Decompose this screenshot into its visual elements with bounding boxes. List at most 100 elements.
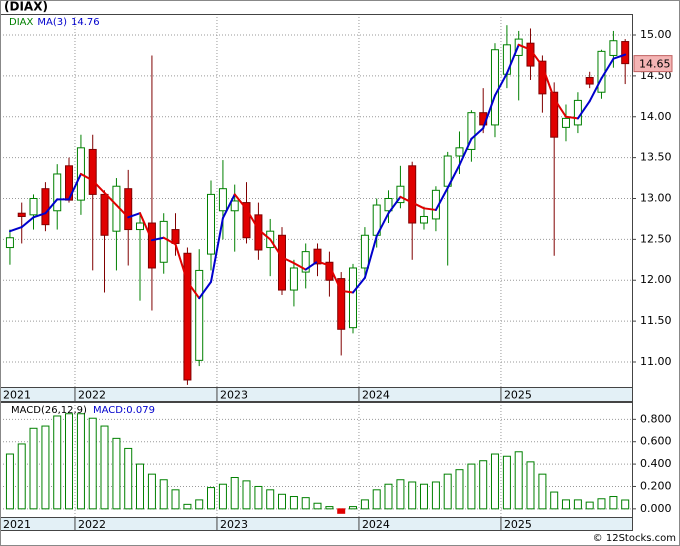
x-tick-label: 2024	[362, 389, 390, 402]
candle-body	[206, 193, 215, 255]
macd-bar	[230, 477, 239, 510]
ma-segment	[434, 186, 449, 211]
macd-bar	[573, 499, 582, 510]
candle-body	[609, 40, 618, 56]
ma-segment	[221, 193, 236, 220]
ma-segment	[209, 217, 224, 283]
macd-bar	[443, 473, 452, 510]
macd-bar	[5, 453, 14, 510]
ma-segment	[269, 238, 283, 259]
ma-segment	[470, 127, 485, 140]
macd-bar	[218, 483, 227, 510]
ma-segment	[32, 212, 47, 219]
ma-segment	[387, 195, 402, 215]
ma-segment	[399, 195, 414, 204]
ma-segment	[340, 289, 354, 294]
candle-body	[17, 212, 26, 217]
candle-body	[29, 197, 38, 216]
macd-bar	[17, 443, 26, 510]
candle-body	[301, 251, 310, 273]
price-tag	[633, 55, 673, 73]
legend-value: 14.76	[71, 17, 100, 28]
ma-segment	[79, 172, 94, 182]
candle-body	[100, 193, 109, 236]
candle-body	[408, 165, 417, 224]
macd-bar	[88, 417, 97, 510]
macd-bar	[277, 493, 286, 510]
macd-bar	[124, 447, 133, 510]
ma-segment	[198, 280, 212, 300]
macd-bar	[609, 496, 618, 510]
footer: © 12Stocks.com	[593, 533, 676, 544]
ma-segment	[375, 212, 390, 238]
x-tick-label: 2022	[78, 389, 106, 402]
macd-bar	[585, 501, 594, 510]
ma-segment	[600, 57, 615, 80]
candle-body	[573, 99, 582, 126]
macd-bar	[41, 425, 50, 510]
ma-segment	[127, 212, 142, 219]
candle-body	[467, 112, 476, 150]
candle-body	[313, 248, 322, 265]
macd-bar	[538, 473, 547, 510]
macd-bar	[65, 413, 74, 510]
price-tag-label: 14.65	[639, 58, 671, 71]
ma-segment	[139, 212, 153, 242]
macd-bar	[136, 463, 145, 510]
macd-bar	[100, 425, 109, 510]
macd-bar	[597, 498, 606, 510]
legend-entry: DIAX	[9, 17, 33, 28]
candle-body	[230, 200, 239, 212]
chart-title: (DIAX)	[4, 0, 48, 14]
candle-body	[124, 188, 133, 231]
candle-body	[396, 185, 405, 204]
macd-bar	[313, 502, 322, 510]
macd-bar	[467, 463, 476, 510]
x-tick-label: 2025	[504, 518, 532, 531]
macd-bar	[337, 508, 346, 514]
candle-body	[621, 41, 630, 65]
ma-segment	[68, 172, 82, 201]
candle-body	[384, 197, 393, 212]
x-tick-label: 2025	[504, 389, 532, 402]
ma-segment	[233, 193, 248, 211]
candle-body	[360, 234, 369, 269]
y-tick-label: 0.600	[640, 435, 672, 448]
macd-bar	[195, 499, 204, 510]
macd-bar	[550, 491, 559, 510]
candle-body	[147, 222, 156, 269]
x-tick-label: 2024	[362, 518, 390, 531]
candle-body	[289, 267, 298, 291]
macd-bar	[348, 506, 357, 510]
plot-area	[0, 14, 633, 388]
legend: MACD(26,12,9) MACD:0.079	[11, 405, 155, 416]
ma-segment	[150, 236, 165, 242]
macd-bar	[526, 461, 535, 510]
y-tick-label: 12.00	[640, 273, 672, 286]
macd-bar	[621, 499, 630, 510]
ma-segment	[245, 208, 260, 231]
x-tick-label: 2022	[78, 518, 106, 531]
candle-body	[159, 220, 168, 263]
candle-body	[561, 117, 570, 128]
candle-body	[419, 215, 428, 224]
macd-bar	[147, 473, 156, 510]
ma-segment	[186, 280, 201, 300]
macd-bar	[266, 489, 275, 510]
legend-entry: MACD:0.079	[93, 405, 155, 416]
candle-body	[348, 267, 357, 329]
macd-bar	[76, 413, 85, 510]
macd-bar	[53, 415, 62, 510]
ma-segment	[328, 264, 343, 292]
macd-bar	[325, 506, 334, 510]
ma-segment	[588, 77, 603, 103]
x-tick-label: 2021	[3, 389, 31, 402]
ma-segment	[91, 179, 106, 194]
candle-body	[455, 147, 464, 157]
x-tick-label: 2023	[220, 518, 248, 531]
ma-segment	[411, 201, 425, 210]
macd-bar	[254, 485, 263, 510]
ma-segment	[174, 243, 189, 283]
ma-segment	[115, 204, 130, 219]
y-tick-label: 11.00	[640, 355, 672, 368]
